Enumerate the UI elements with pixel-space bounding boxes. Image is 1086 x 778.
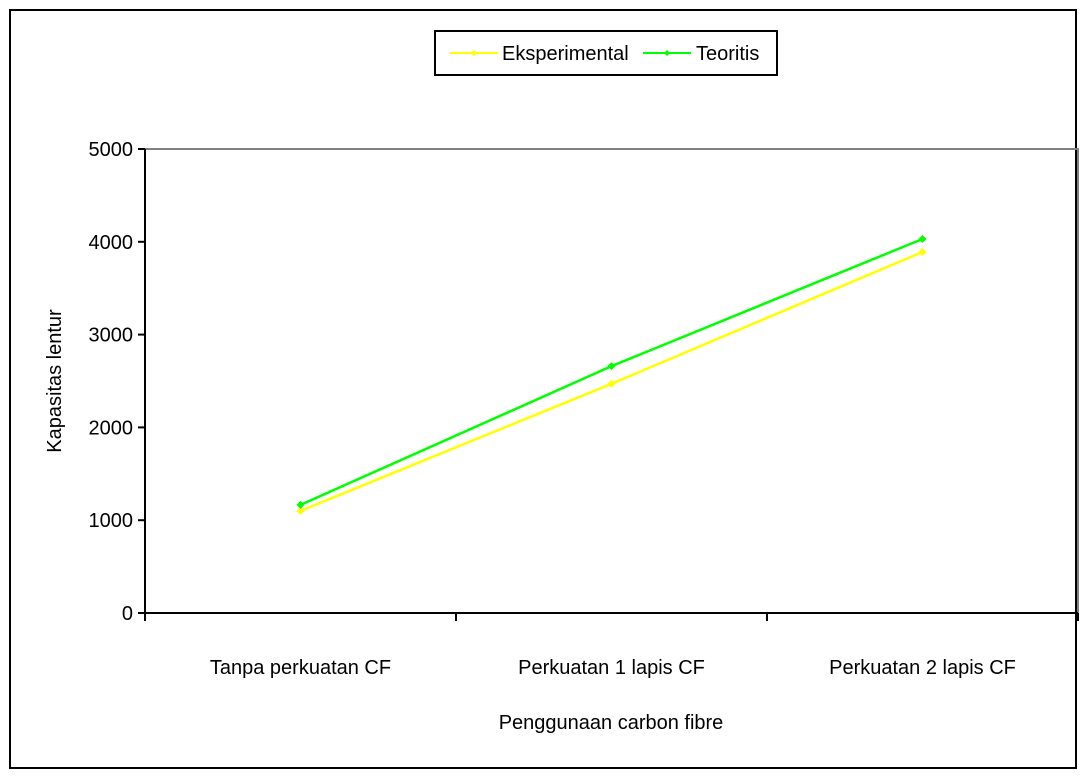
y-tick-label: 1000	[89, 510, 134, 532]
y-axis-title: Kapasitas lentur	[44, 309, 66, 453]
x-category-label: Perkuatan 1 lapis CF	[518, 657, 705, 679]
data-point-teoritis	[296, 500, 305, 509]
legend: Eksperimental Teoritis	[434, 30, 778, 76]
x-axis-ticks: Tanpa perkuatan CF Perkuatan 1 lapis CF Pe…	[144, 613, 1079, 679]
y-tick-label: 3000	[89, 325, 134, 347]
y-tick-label: 4000	[89, 232, 134, 254]
chart-border	[9, 9, 1077, 769]
y-tick-label: 2000	[89, 417, 134, 439]
data-point-eksperimental	[296, 506, 305, 515]
data-point-eksperimental	[918, 248, 927, 257]
data-point-teoritis	[607, 362, 616, 371]
legend-label-teoritis: Teoritis	[696, 43, 759, 65]
y-axis-ticks: 0 1000 2000 3000 4000 5000	[89, 139, 145, 625]
y-tick-label: 0	[122, 603, 133, 625]
legend-marker-teoritis	[664, 50, 670, 56]
x-category-label: Tanpa perkuatan CF	[210, 657, 391, 679]
y-tick-label: 5000	[89, 139, 134, 161]
legend-marker-eksperimental	[471, 50, 477, 56]
series-layer	[296, 235, 927, 515]
data-point-eksperimental	[607, 379, 616, 388]
legend-label-eksperimental: Eksperimental	[502, 43, 629, 65]
data-point-teoritis	[918, 235, 927, 244]
x-axis-title: Penggunaan carbon fibre	[499, 712, 724, 734]
plot-area	[144, 148, 1079, 614]
x-category-label: Perkuatan 2 lapis CF	[829, 657, 1016, 679]
